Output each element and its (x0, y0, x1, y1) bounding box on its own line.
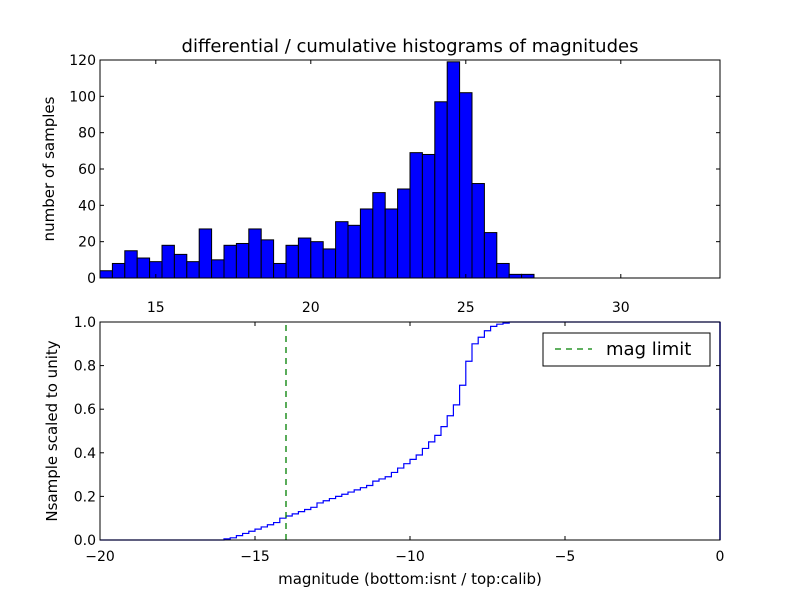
histogram-bar (248, 228, 262, 279)
histogram-bar (421, 153, 436, 279)
histogram-bar (459, 92, 473, 279)
histogram-ylabel: number of samples (40, 96, 58, 241)
histogram-ytick-label: 20 (78, 235, 96, 251)
histogram-ytick-label: 60 (78, 162, 96, 178)
cumulative-axes-frame (99, 321, 721, 541)
cumulative-xtick-label: −20 (85, 549, 115, 565)
histogram-bar (434, 101, 448, 279)
cumulative-xtick-label: −10 (395, 549, 425, 565)
cumulative-xlabel: magnitude (bottom:isnt / top:calib) (278, 570, 542, 588)
histogram-ytick-label: 40 (78, 198, 96, 214)
histogram-ticks: 15 20 25 30 0 20 40 60 80 100 120 (69, 53, 720, 316)
cumulative-ytick-label: 0.6 (74, 402, 96, 418)
cumulative-ytick-label: 0.8 (74, 359, 96, 375)
histogram-bar (347, 224, 361, 279)
histogram-bar (310, 241, 324, 279)
histogram-bar (260, 239, 275, 279)
histogram-bar (161, 244, 175, 279)
cumulative-xtick-label: 0 (716, 549, 725, 565)
histogram-bar (359, 208, 374, 279)
histogram-bar (211, 259, 225, 279)
histogram-axes-frame (99, 59, 721, 279)
cumulative-xtick-label: −5 (555, 549, 576, 565)
cumulative-ytick-label: 1.0 (74, 315, 96, 331)
cumulative-panel: −20 −15 −10 −5 0 0.0 0.2 0.4 0.6 0.8 1.0 Nsample s… (43, 315, 724, 588)
histogram-bar (483, 232, 498, 279)
cumulative-xtick-label: −15 (240, 549, 270, 565)
histogram-bar (409, 152, 423, 279)
histogram-bar (521, 273, 535, 279)
histogram-panel: differential / cumulative histograms of … (40, 36, 721, 316)
cumulative-ticks: −20 −15 −10 −5 0 0.0 0.2 0.4 0.6 0.8 1.0 (74, 315, 725, 565)
histogram-bar (173, 253, 188, 279)
histogram-bar (186, 261, 200, 279)
histogram-ytick-label: 100 (69, 89, 96, 105)
histogram-ytick-label: 0 (87, 271, 96, 287)
histogram-xtick-label: 25 (457, 300, 475, 316)
histogram-bar (136, 257, 151, 279)
cumulative-ytick-label: 0.0 (74, 533, 96, 549)
legend: mag limit (542, 332, 711, 367)
histogram-bar (335, 221, 349, 279)
histogram-bar (285, 244, 299, 279)
histogram-bar (397, 188, 411, 279)
cumulative-step-line (100, 321, 720, 541)
histogram-bar (322, 248, 337, 279)
histogram-xtick-label: 30 (612, 300, 630, 316)
histogram-bar (198, 228, 213, 279)
histogram-bar (446, 61, 461, 279)
histogram-ytick-label: 80 (78, 126, 96, 142)
cumulative-ytick-label: 0.2 (74, 489, 96, 505)
histogram-bar (235, 242, 250, 279)
histogram-bar (223, 244, 237, 279)
histogram-xtick-label: 20 (302, 300, 320, 316)
histogram-bar (111, 262, 126, 279)
histogram-bar (471, 183, 485, 279)
histogram-bar (496, 262, 510, 279)
histogram-bar (372, 192, 386, 279)
histogram-bar (297, 237, 312, 279)
histogram-bar (124, 250, 138, 279)
histogram-bar (273, 262, 287, 279)
histogram-title: differential / cumulative histograms of … (182, 36, 639, 57)
histogram-ytick-label: 120 (69, 53, 96, 69)
cumulative-ytick-label: 0.4 (74, 446, 96, 462)
cumulative-ylabel: Nsample scaled to unity (43, 340, 61, 521)
histogram-xtick-label: 15 (147, 300, 165, 316)
histogram-bar (508, 273, 523, 279)
legend-label-mag-limit: mag limit (606, 339, 691, 360)
histogram-bar (99, 270, 113, 279)
histogram-bar (384, 208, 399, 279)
histogram-bars (99, 61, 535, 279)
